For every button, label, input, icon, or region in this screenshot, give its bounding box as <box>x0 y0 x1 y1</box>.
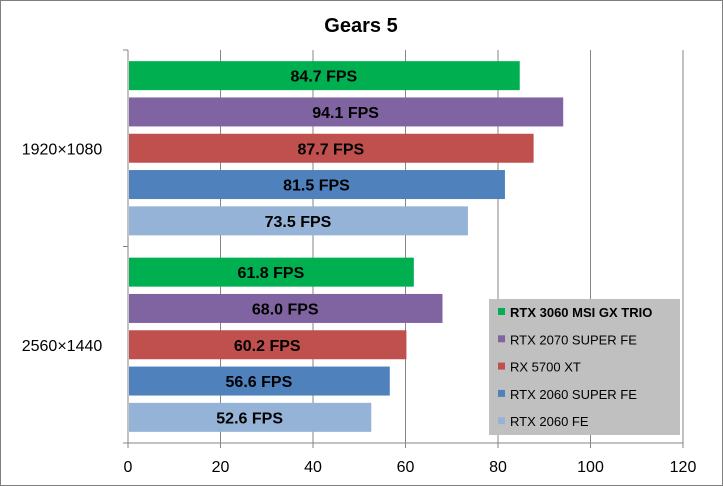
x-tick-label: 40 <box>304 459 322 476</box>
category-label: 1920×1080 <box>22 141 103 158</box>
bar <box>129 257 414 287</box>
category-label: 2560×1440 <box>22 338 103 355</box>
data-label: 87.7 FPS <box>297 141 364 158</box>
chart-title: Gears 5 <box>324 15 397 37</box>
bar <box>129 366 390 396</box>
legend-swatch <box>498 417 505 425</box>
bar <box>129 293 443 323</box>
axes <box>123 49 684 448</box>
x-tick-label: 100 <box>577 459 604 476</box>
bar <box>129 97 564 127</box>
data-label: 68.0 FPS <box>252 301 319 318</box>
x-tick-label: 120 <box>670 459 697 476</box>
legend-entry: RTX 3060 MSI GX TRIO <box>510 305 652 320</box>
x-tick-label: 80 <box>489 459 507 476</box>
x-tick-label: 0 <box>124 459 133 476</box>
legend-box <box>489 299 680 435</box>
data-label: 81.5 FPS <box>283 178 350 195</box>
legend-swatch <box>498 362 505 370</box>
data-label: 73.5 FPS <box>265 214 332 231</box>
legend-swatch <box>498 335 505 343</box>
legend-entry: RTX 2060 SUPER FE <box>510 387 637 402</box>
data-label: 56.6 FPS <box>226 374 293 391</box>
x-tick-label: 20 <box>212 459 230 476</box>
labels: 0 20 40 60 80 100 120 1920×1080 84.7 FPS 94.1 FPS… <box>22 69 697 476</box>
data-label: 61.8 FPS <box>238 265 305 282</box>
bars <box>129 61 564 432</box>
bar <box>129 61 520 91</box>
bar <box>129 330 407 360</box>
legend-entry: RTX 2060 FE <box>510 414 589 429</box>
legend-entry: RTX 2070 SUPER FE <box>510 332 637 347</box>
legend-entry: RX 5700 XT <box>510 360 581 375</box>
legend-swatch <box>498 308 505 315</box>
x-tick-label: 60 <box>397 459 415 476</box>
bar <box>129 133 534 163</box>
bar <box>129 170 505 200</box>
legend-swatch <box>498 389 505 397</box>
legend: RTX 3060 MSI GX TRIO RTX 2070 SUPER FE RX … <box>489 299 680 435</box>
bar <box>129 402 372 432</box>
data-label: 52.6 FPS <box>216 410 283 427</box>
data-label: 94.1 FPS <box>312 105 379 122</box>
data-label: 84.7 FPS <box>291 69 358 86</box>
data-label: 60.2 FPS <box>234 338 301 355</box>
bar <box>129 206 468 236</box>
